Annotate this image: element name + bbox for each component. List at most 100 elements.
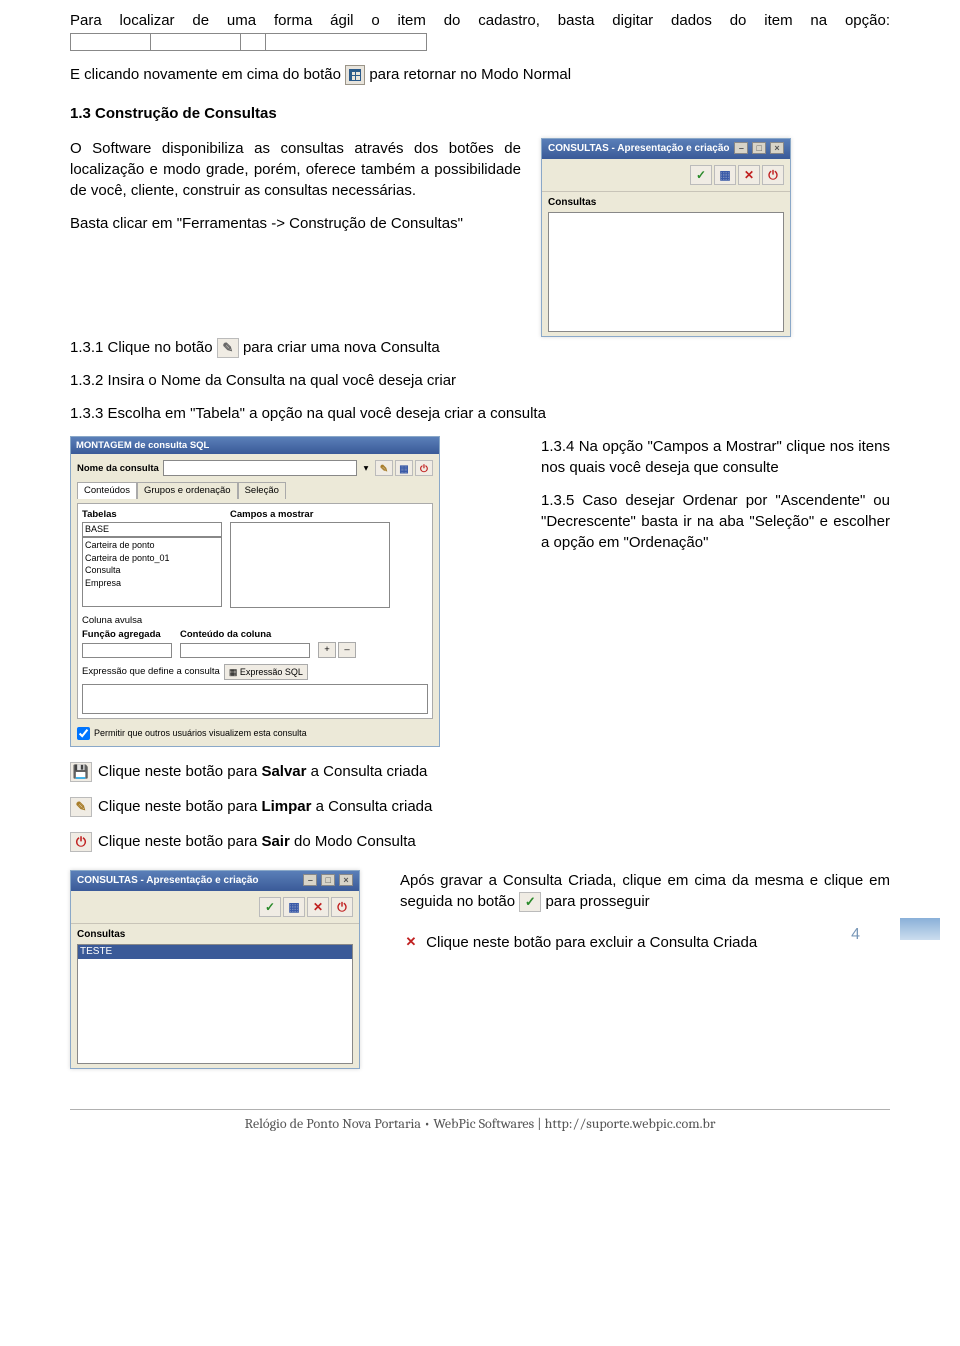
consultas-title: CONSULTAS - Apresentação e criação (548, 142, 730, 156)
page-number: 4 (851, 924, 860, 946)
sql-panel: Tabelas BASE Carteira de ponto Carteira … (77, 503, 433, 719)
save-icon[interactable]: ▦ (283, 897, 305, 917)
check-icon[interactable]: ✓ (690, 165, 712, 185)
list-item[interactable]: Carteira de ponto_01 (85, 552, 219, 565)
consultas2-title: CONSULTAS - Apresentação e criação (77, 874, 259, 888)
funcao-combo[interactable] (82, 643, 172, 658)
step-132: 1.3.2 Insira o Nome da Consulta na qual … (70, 370, 890, 391)
lbl-expr: Expressão que define a consulta (82, 665, 220, 678)
window-controls: – □ × (733, 142, 784, 156)
expr-input[interactable] (82, 684, 428, 714)
consultas-listbox[interactable] (548, 212, 784, 332)
consultas2-label: Consultas (77, 929, 125, 940)
consultas-window: CONSULTAS - Apresentação e criação – □ ×… (541, 138, 791, 337)
step-134: 1.3.4 Na opção "Campos a Mostrar" clique… (541, 436, 890, 478)
list-item-selected[interactable]: TESTE (78, 945, 352, 959)
sql-name-row: Nome da consulta ▾ ✎ ▦ ⏻ (77, 460, 433, 476)
exit-text-b: Sair (261, 833, 289, 850)
power-icon[interactable]: ⏻ (331, 897, 353, 917)
sql-tabs: Conteúdos Grupos e ordenação Seleção (77, 482, 433, 498)
step-133: 1.3.3 Escolha em "Tabela" a opção na qua… (70, 403, 890, 424)
save-icon[interactable]: ▦ (714, 165, 736, 185)
lbl-tabelas: Tabelas (82, 508, 222, 521)
minimize-icon[interactable]: – (303, 874, 317, 886)
tabelas-combo[interactable]: BASE (82, 522, 222, 537)
list-item[interactable]: Consulta (85, 564, 219, 577)
tab-conteudos[interactable]: Conteúdos (77, 482, 137, 498)
minimize-icon[interactable]: – (734, 142, 748, 154)
lbl-funcao: Função agregada (82, 628, 172, 641)
lbl-conteudo: Conteúdo da coluna (180, 628, 310, 641)
delete-icon[interactable]: ✕ (307, 897, 329, 917)
sql-save-icon[interactable]: ▦ (395, 460, 413, 476)
consultas-title-bar: CONSULTAS - Apresentação e criação – □ × (542, 139, 790, 159)
remove-col-button[interactable]: – (338, 642, 356, 658)
conteudo-combo[interactable] (180, 643, 310, 658)
save-line: 💾 Clique neste botão para Salvar a Consu… (70, 761, 890, 782)
final-p1-b: para prosseguir (545, 893, 649, 910)
consultas-window-2: CONSULTAS - Apresentação e criação – □ ×… (70, 870, 360, 1069)
sql-edit-icon[interactable]: ✎ (375, 460, 393, 476)
delete-query-icon[interactable]: ✕ (400, 933, 422, 953)
sql-name-input[interactable] (163, 460, 357, 476)
section-p1: O Software disponibiliza as consultas at… (70, 138, 521, 201)
campos-list[interactable] (230, 522, 390, 608)
save-text-b: Salvar (261, 763, 306, 780)
intro-para-2: E clicando novamente em cima do botão pa… (70, 64, 890, 85)
intro-text-1: Para localizar de uma forma ágil o item … (70, 12, 890, 29)
final-p2-text: Clique neste botão para excluir a Consul… (426, 934, 757, 951)
consultas2-toolbar: ✓ ▦ ✕ ⏻ (71, 891, 359, 924)
intro-text-2b: para retornar no Modo Normal (369, 66, 571, 83)
window-controls-2: – □ × (302, 874, 353, 888)
clear-text-a: Clique neste botão para (98, 798, 261, 815)
lbl-campos: Campos a mostrar (230, 508, 390, 521)
expr-input-wrap (82, 680, 428, 714)
clear-text-b: Limpar (261, 798, 311, 815)
tab-selecao[interactable]: Seleção (238, 482, 286, 498)
page-footer: Relógio de Ponto Nova Portaria • WebPic … (70, 1109, 890, 1134)
final-p1: Após gravar a Consulta Criada, clique em… (400, 870, 890, 912)
section-heading: 1.3 Construção de Consultas (70, 103, 890, 124)
list-item[interactable]: Empresa (85, 577, 219, 590)
btn-sql[interactable]: ▦ Expressão SQL (224, 664, 308, 681)
page-decoration (900, 918, 940, 940)
maximize-icon[interactable]: □ (321, 874, 335, 886)
expr-row: Expressão que define a consulta ▦ Expres… (82, 664, 428, 681)
step-131a: 1.3.1 Clique no botão (70, 339, 213, 356)
maximize-icon[interactable]: □ (752, 142, 766, 154)
proceed-icon[interactable]: ✓ (519, 892, 541, 912)
tabelas-list[interactable]: Carteira de ponto Carteira de ponto_01 C… (82, 537, 222, 607)
power-icon[interactable]: ⏻ (762, 165, 784, 185)
sql-exit-icon[interactable]: ⏻ (415, 460, 433, 476)
delete-icon[interactable]: ✕ (738, 165, 760, 185)
chk-label: Permitir que outros usuários visualizem … (94, 727, 307, 740)
new-query-icon[interactable]: ✎ (217, 338, 239, 358)
sql-name-label: Nome da consulta (77, 462, 159, 475)
footer-text: Relógio de Ponto Nova Portaria • WebPic … (245, 1115, 716, 1132)
consultas2-list[interactable]: TESTE (77, 944, 353, 1064)
intro-text-2a: E clicando novamente em cima do botão (70, 66, 341, 83)
save-text-a: Clique neste botão para (98, 763, 261, 780)
close-icon[interactable]: × (339, 874, 353, 886)
add-col-button[interactable]: + (318, 642, 336, 658)
exit-icon[interactable]: ⏻ (70, 832, 92, 852)
save-icon[interactable]: 💾 (70, 762, 92, 782)
section-p2: Basta clicar em "Ferramentas -> Construç… (70, 213, 521, 234)
consultas-body: Consultas (542, 192, 790, 336)
consultas-toolbar: ✓ ▦ ✕ ⏻ (542, 159, 790, 192)
sql-window: MONTAGEM de consulta SQL Nome da consult… (70, 436, 440, 747)
intro-para-1: Para localizar de uma forma ágil o item … (70, 10, 890, 52)
tab-grupos[interactable]: Grupos e ordenação (137, 482, 238, 498)
exit-text-a: Clique neste botão para (98, 833, 261, 850)
check-icon[interactable]: ✓ (259, 897, 281, 917)
consultas2-body: Consultas TESTE (71, 924, 359, 1068)
exit-line: ⏻ Clique neste botão para Sair do Modo C… (70, 831, 890, 852)
close-icon[interactable]: × (770, 142, 784, 154)
chk-row: Permitir que outros usuários visualizem … (77, 727, 433, 740)
chk-public[interactable] (77, 727, 90, 740)
search-row[interactable] (70, 33, 427, 51)
clear-icon[interactable]: ✎ (70, 797, 92, 817)
grid-mode-icon[interactable] (345, 65, 365, 85)
list-item[interactable]: Carteira de ponto (85, 539, 219, 552)
coluna-row: Coluna avulsa Função agregada . Conteúdo… (82, 614, 428, 658)
